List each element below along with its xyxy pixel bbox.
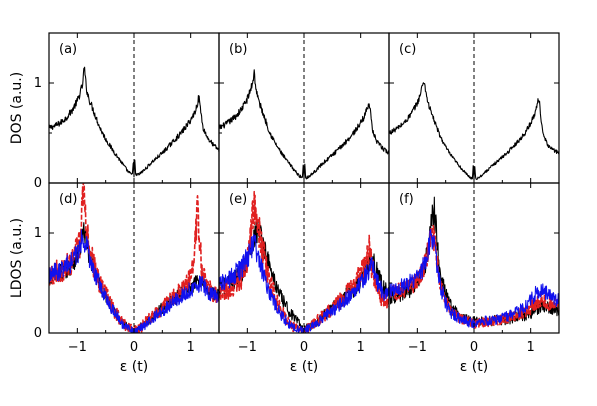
panel-d: −1 0 1 0 1 (d) ε (t) LDOS (a.u.) [9, 182, 220, 375]
y-tick-label: 1 [34, 226, 42, 241]
y-tick-label: 0 [34, 326, 42, 341]
x-tick-label: 0 [300, 340, 308, 355]
x-tick-label: 1 [527, 340, 535, 355]
panel-e: −1 0 1 (e) ε (t) [218, 182, 390, 375]
y-axis-label-d: LDOS (a.u.) [9, 218, 25, 298]
x-tick-label: 1 [187, 340, 195, 355]
x-axis-label-f: ε (t) [460, 359, 488, 375]
x-tick-label: −1 [238, 340, 257, 355]
x-tick-label: −1 [68, 340, 87, 355]
x-tick-label: 0 [130, 340, 138, 355]
y-tick-label: 1 [34, 76, 42, 91]
x-tick-label: −1 [408, 340, 427, 355]
panel-label-c: (c) [399, 42, 416, 57]
panel-label-a: (a) [59, 42, 77, 57]
x-tick-label: 1 [357, 340, 365, 355]
x-axis-label-e: ε (t) [290, 359, 318, 375]
panel-c: (c) [388, 32, 560, 184]
panel-f: −1 0 1 (f) ε (t) [388, 182, 560, 375]
x-tick-label: 0 [470, 340, 478, 355]
y-tick-label: 0 [34, 176, 42, 191]
panel-b: (b) [218, 32, 390, 184]
panel-label-f: (f) [399, 192, 414, 207]
panel-label-b: (b) [229, 42, 247, 57]
panel-label-e: (e) [229, 192, 247, 207]
panel-label-d: (d) [59, 192, 77, 207]
series-line-f-3 [389, 228, 559, 329]
y-axis-label-a: DOS (a.u.) [9, 72, 25, 144]
panel-a: 0 1 (a) DOS (a.u.) [9, 32, 220, 191]
x-axis-label-d: ε (t) [120, 359, 148, 375]
